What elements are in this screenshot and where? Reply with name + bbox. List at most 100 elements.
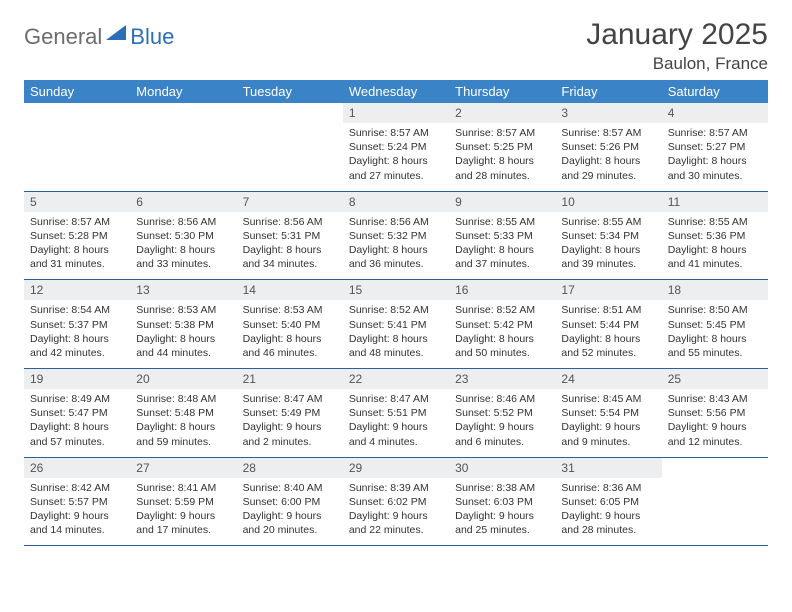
day-body: Sunrise: 8:55 AMSunset: 5:34 PMDaylight:… xyxy=(555,212,661,280)
daylight-text: Daylight: 8 hours and 34 minutes. xyxy=(243,243,337,271)
day-body-empty xyxy=(237,121,343,181)
sunrise-text: Sunrise: 8:36 AM xyxy=(561,481,655,495)
day-body: Sunrise: 8:36 AMSunset: 6:05 PMDaylight:… xyxy=(555,478,661,546)
day-body: Sunrise: 8:54 AMSunset: 5:37 PMDaylight:… xyxy=(24,300,130,368)
day-number: 13 xyxy=(130,280,236,300)
sunset-text: Sunset: 5:27 PM xyxy=(668,140,762,154)
day-number: 21 xyxy=(237,369,343,389)
day-number: 1 xyxy=(343,103,449,123)
weekday-header: Wednesday xyxy=(343,80,449,103)
day-body: Sunrise: 8:53 AMSunset: 5:38 PMDaylight:… xyxy=(130,300,236,368)
day-number: 31 xyxy=(555,458,661,478)
location-label: Baulon, France xyxy=(586,54,768,74)
calendar-week-row: 19Sunrise: 8:49 AMSunset: 5:47 PMDayligh… xyxy=(24,369,768,458)
day-number: 23 xyxy=(449,369,555,389)
calendar-day-cell: 24Sunrise: 8:45 AMSunset: 5:54 PMDayligh… xyxy=(555,369,661,458)
day-body: Sunrise: 8:52 AMSunset: 5:41 PMDaylight:… xyxy=(343,300,449,368)
daylight-text: Daylight: 9 hours and 12 minutes. xyxy=(668,420,762,448)
sunset-text: Sunset: 5:25 PM xyxy=(455,140,549,154)
day-body: Sunrise: 8:57 AMSunset: 5:25 PMDaylight:… xyxy=(449,123,555,191)
weekday-header: Saturday xyxy=(662,80,768,103)
day-body: Sunrise: 8:50 AMSunset: 5:45 PMDaylight:… xyxy=(662,300,768,368)
day-number: 5 xyxy=(24,192,130,212)
calendar-day-cell: 6Sunrise: 8:56 AMSunset: 5:30 PMDaylight… xyxy=(130,191,236,280)
daylight-text: Daylight: 8 hours and 33 minutes. xyxy=(136,243,230,271)
day-body: Sunrise: 8:47 AMSunset: 5:51 PMDaylight:… xyxy=(343,389,449,457)
calendar-day-cell xyxy=(662,457,768,546)
calendar-day-cell xyxy=(24,103,130,191)
day-body: Sunrise: 8:38 AMSunset: 6:03 PMDaylight:… xyxy=(449,478,555,546)
daylight-text: Daylight: 9 hours and 6 minutes. xyxy=(455,420,549,448)
calendar-day-cell: 8Sunrise: 8:56 AMSunset: 5:32 PMDaylight… xyxy=(343,191,449,280)
daylight-text: Daylight: 8 hours and 27 minutes. xyxy=(349,154,443,182)
day-body: Sunrise: 8:53 AMSunset: 5:40 PMDaylight:… xyxy=(237,300,343,368)
sunrise-text: Sunrise: 8:55 AM xyxy=(561,215,655,229)
day-number: 28 xyxy=(237,458,343,478)
calendar-day-cell: 15Sunrise: 8:52 AMSunset: 5:41 PMDayligh… xyxy=(343,280,449,369)
sunset-text: Sunset: 5:33 PM xyxy=(455,229,549,243)
calendar-day-cell: 29Sunrise: 8:39 AMSunset: 6:02 PMDayligh… xyxy=(343,457,449,546)
sunrise-text: Sunrise: 8:39 AM xyxy=(349,481,443,495)
sunrise-text: Sunrise: 8:56 AM xyxy=(243,215,337,229)
calendar-day-cell: 3Sunrise: 8:57 AMSunset: 5:26 PMDaylight… xyxy=(555,103,661,191)
sunrise-text: Sunrise: 8:45 AM xyxy=(561,392,655,406)
sunset-text: Sunset: 5:36 PM xyxy=(668,229,762,243)
day-number-empty xyxy=(130,103,236,121)
day-body: Sunrise: 8:46 AMSunset: 5:52 PMDaylight:… xyxy=(449,389,555,457)
day-number: 18 xyxy=(662,280,768,300)
sunrise-text: Sunrise: 8:47 AM xyxy=(243,392,337,406)
day-number-empty xyxy=(237,103,343,121)
day-number: 12 xyxy=(24,280,130,300)
daylight-text: Daylight: 9 hours and 14 minutes. xyxy=(30,509,124,537)
sunrise-text: Sunrise: 8:43 AM xyxy=(668,392,762,406)
sunrise-text: Sunrise: 8:46 AM xyxy=(455,392,549,406)
sunset-text: Sunset: 5:52 PM xyxy=(455,406,549,420)
calendar-body: 1Sunrise: 8:57 AMSunset: 5:24 PMDaylight… xyxy=(24,103,768,546)
calendar-day-cell: 23Sunrise: 8:46 AMSunset: 5:52 PMDayligh… xyxy=(449,369,555,458)
calendar-week-row: 12Sunrise: 8:54 AMSunset: 5:37 PMDayligh… xyxy=(24,280,768,369)
daylight-text: Daylight: 8 hours and 29 minutes. xyxy=(561,154,655,182)
calendar-day-cell: 21Sunrise: 8:47 AMSunset: 5:49 PMDayligh… xyxy=(237,369,343,458)
daylight-text: Daylight: 9 hours and 2 minutes. xyxy=(243,420,337,448)
calendar-day-cell: 27Sunrise: 8:41 AMSunset: 5:59 PMDayligh… xyxy=(130,457,236,546)
day-number-empty xyxy=(24,103,130,121)
calendar-day-cell: 9Sunrise: 8:55 AMSunset: 5:33 PMDaylight… xyxy=(449,191,555,280)
day-body: Sunrise: 8:43 AMSunset: 5:56 PMDaylight:… xyxy=(662,389,768,457)
sunrise-text: Sunrise: 8:56 AM xyxy=(136,215,230,229)
sunset-text: Sunset: 6:00 PM xyxy=(243,495,337,509)
sunrise-text: Sunrise: 8:57 AM xyxy=(349,126,443,140)
day-number: 10 xyxy=(555,192,661,212)
daylight-text: Daylight: 9 hours and 25 minutes. xyxy=(455,509,549,537)
daylight-text: Daylight: 8 hours and 36 minutes. xyxy=(349,243,443,271)
day-body: Sunrise: 8:56 AMSunset: 5:31 PMDaylight:… xyxy=(237,212,343,280)
daylight-text: Daylight: 8 hours and 48 minutes. xyxy=(349,332,443,360)
calendar-day-cell: 20Sunrise: 8:48 AMSunset: 5:48 PMDayligh… xyxy=(130,369,236,458)
sunrise-text: Sunrise: 8:49 AM xyxy=(30,392,124,406)
day-body: Sunrise: 8:45 AMSunset: 5:54 PMDaylight:… xyxy=(555,389,661,457)
calendar-day-cell xyxy=(130,103,236,191)
day-number: 22 xyxy=(343,369,449,389)
daylight-text: Daylight: 8 hours and 46 minutes. xyxy=(243,332,337,360)
weekday-header: Thursday xyxy=(449,80,555,103)
daylight-text: Daylight: 8 hours and 37 minutes. xyxy=(455,243,549,271)
weekday-header: Monday xyxy=(130,80,236,103)
calendar-day-cell: 5Sunrise: 8:57 AMSunset: 5:28 PMDaylight… xyxy=(24,191,130,280)
sunset-text: Sunset: 5:34 PM xyxy=(561,229,655,243)
day-body: Sunrise: 8:48 AMSunset: 5:48 PMDaylight:… xyxy=(130,389,236,457)
sunrise-text: Sunrise: 8:57 AM xyxy=(561,126,655,140)
sunset-text: Sunset: 5:40 PM xyxy=(243,318,337,332)
calendar-day-cell: 7Sunrise: 8:56 AMSunset: 5:31 PMDaylight… xyxy=(237,191,343,280)
logo-sail-icon xyxy=(106,23,128,41)
calendar-day-cell: 17Sunrise: 8:51 AMSunset: 5:44 PMDayligh… xyxy=(555,280,661,369)
sunrise-text: Sunrise: 8:52 AM xyxy=(455,303,549,317)
calendar-day-cell: 25Sunrise: 8:43 AMSunset: 5:56 PMDayligh… xyxy=(662,369,768,458)
calendar-day-cell: 26Sunrise: 8:42 AMSunset: 5:57 PMDayligh… xyxy=(24,457,130,546)
sunrise-text: Sunrise: 8:52 AM xyxy=(349,303,443,317)
day-number: 3 xyxy=(555,103,661,123)
day-body-empty xyxy=(24,121,130,181)
calendar-day-cell: 30Sunrise: 8:38 AMSunset: 6:03 PMDayligh… xyxy=(449,457,555,546)
day-body: Sunrise: 8:57 AMSunset: 5:26 PMDaylight:… xyxy=(555,123,661,191)
day-number: 26 xyxy=(24,458,130,478)
sunset-text: Sunset: 6:02 PM xyxy=(349,495,443,509)
day-number: 30 xyxy=(449,458,555,478)
